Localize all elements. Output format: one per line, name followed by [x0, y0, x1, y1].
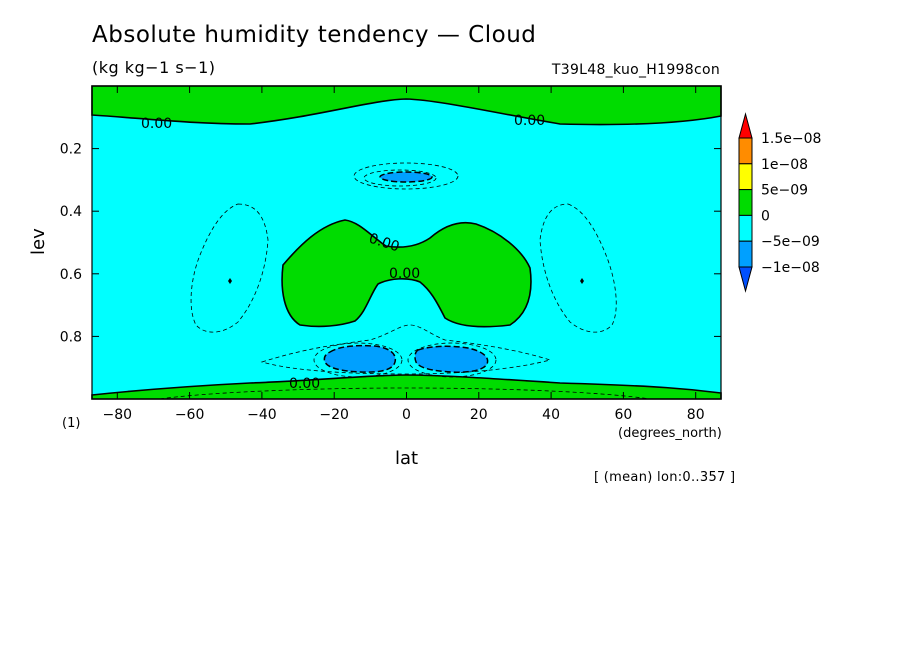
- upper-negative-core: [379, 171, 433, 183]
- x-tick-label: 20: [470, 407, 488, 423]
- x-tick-label: −80: [103, 407, 133, 423]
- colorbar-label: 1.5e−08: [761, 131, 821, 147]
- southern-minimum-marker: [228, 278, 232, 284]
- lower-north-dashed-contour: [407, 342, 497, 378]
- y-axis-ticks: 0.2 0.4 0.6 0.8: [60, 142, 721, 345]
- lower-south-negative-core: [323, 344, 397, 373]
- colorbar-over-triangle: [738, 112, 753, 139]
- colorbar-box: [738, 137, 753, 165]
- x-tick-label: −20: [319, 407, 349, 423]
- bottom-positive-band: [91, 374, 722, 400]
- colorbar: 1.5e−08 1e−08 5e−09 0 −5e−09 −1e−08: [738, 112, 821, 293]
- southern-negative-dashed-contour: [190, 203, 269, 333]
- colorbar-label: 5e−09: [761, 183, 808, 199]
- y-tick-label: 0.2: [60, 142, 82, 158]
- colorbar-box: [738, 189, 753, 216]
- contour-label: 0.00: [514, 113, 545, 129]
- colorbar-label: 0: [761, 208, 770, 224]
- x-tick-label: 40: [542, 407, 560, 423]
- x-axis-label: lat: [395, 448, 419, 469]
- northern-minimum-marker: [580, 278, 584, 284]
- upper-mid-dashed-contour: [363, 169, 437, 187]
- colorbar-under-triangle: [738, 266, 753, 293]
- contour-label: 0.00: [141, 116, 172, 132]
- colorbar-label: −1e−08: [761, 260, 820, 276]
- chart-units: (kg kg−1 s−1): [92, 58, 216, 77]
- top-positive-band: [91, 85, 722, 126]
- plot-area-background: [92, 86, 721, 399]
- x-tick-label: 60: [614, 407, 632, 423]
- y-tick-label: 0.4: [60, 204, 82, 220]
- y-tick-label: 0.8: [60, 329, 82, 345]
- y-axis-marker: (1): [62, 416, 81, 431]
- y-tick-label: 0.6: [60, 267, 82, 283]
- x-tick-label: 80: [687, 407, 705, 423]
- x-axis-unit: (degrees_north): [618, 426, 722, 441]
- x-tick-label: 0: [402, 407, 411, 423]
- lower-south-dashed-contour: [313, 342, 403, 378]
- contour-label: 0.00: [289, 376, 320, 392]
- northern-negative-dashed-contour: [539, 203, 617, 333]
- colorbar-box: [738, 214, 753, 242]
- colorbar-box: [738, 240, 753, 268]
- colorbar-label: −5e−09: [761, 234, 820, 250]
- y-axis-label: lev: [28, 228, 49, 255]
- chart-title: Absolute humidity tendency — Cloud: [92, 22, 537, 48]
- lower-outer-dashed-contour: [260, 324, 552, 375]
- x-axis-ticks: −80 −60 −40 −20 0 20 40 60 80: [103, 86, 705, 423]
- upper-outer-dashed-contour: [353, 162, 459, 190]
- run-label: T39L48_kuo_H1998con: [551, 62, 720, 78]
- footnote: [ (mean) lon:0..357 ]: [594, 470, 736, 485]
- x-tick-label: −40: [247, 407, 277, 423]
- contour-label: 0.00: [389, 266, 420, 282]
- bottom-band-dashed-contour: [159, 387, 651, 400]
- colorbar-label: 1e−08: [761, 157, 808, 173]
- subtropical-positive-lobes: [281, 219, 532, 328]
- colorbar-box: [738, 163, 753, 191]
- x-tick-label: −60: [175, 407, 205, 423]
- lower-north-negative-core: [414, 345, 489, 373]
